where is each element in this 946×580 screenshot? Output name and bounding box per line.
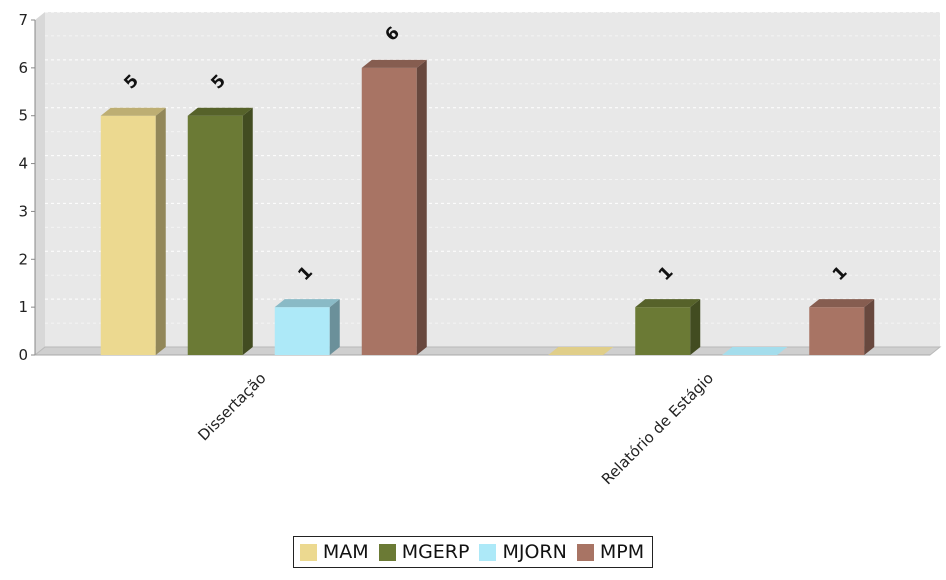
legend-item-mgerp: MGERP [378,541,470,563]
bar-mpm-2 [809,307,865,355]
y-tick-label: 4 [18,155,28,173]
legend-label-mjorn: MJORN [502,541,567,563]
bar-mgerp-2 [635,307,691,355]
legend-swatch-mjorn [479,543,497,561]
bar-mjorn-1 [274,307,330,355]
bar-mpm-1-top [361,59,427,68]
bar-mgerp-1 [187,115,243,355]
bar-mam-1 [100,115,156,355]
category-label: Dissertação [194,369,269,444]
y-tick-label: 6 [18,59,28,77]
plot-left-wall [35,12,45,355]
bar-mjorn-1-side [329,299,340,355]
legend-item-mpm: MPM [576,541,645,563]
legend-label-mpm: MPM [599,541,645,563]
bar-mgerp-1-top [187,107,253,116]
legend-label-mgerp: MGERP [401,541,470,563]
bar-mgerp-2-side [690,299,701,355]
y-tick-label: 5 [18,107,28,125]
plot-floor [33,346,942,356]
y-tick-label: 3 [18,202,28,220]
y-tick-label: 1 [18,298,28,316]
bar-mam-1-top [100,107,166,116]
legend-swatch-mam [299,543,317,561]
legend-item-mjorn: MJORN [479,541,567,563]
bar-mgerp-2-top [635,299,701,308]
y-tick-label: 2 [18,250,28,268]
legend-swatch-mgerp [378,543,396,561]
y-tick-label: 7 [18,11,28,29]
bar-mjorn-1-top [274,299,340,308]
bar-mpm-2-top [809,299,875,308]
y-tick-label: 0 [18,346,28,364]
legend-swatch-mpm [576,543,594,561]
bar-mgerp-1-side [242,107,253,355]
bar-mpm-1 [361,67,417,355]
legend-box: MAM MGERP MJORN MPM [292,536,654,568]
bar-mjorn-2-top [722,347,788,355]
bar-mam-1-side [155,107,166,355]
legend-item-mam: MAM [299,541,369,563]
plot-background [45,12,940,347]
bar-mam-2-top [548,347,614,355]
bar-mpm-2-side [864,299,875,355]
legend: MAM MGERP MJORN MPM [0,536,946,568]
category-label: Relatório de Estágio [598,369,717,488]
bar-mpm-1-side [416,59,427,355]
legend-label-mam: MAM [322,541,369,563]
